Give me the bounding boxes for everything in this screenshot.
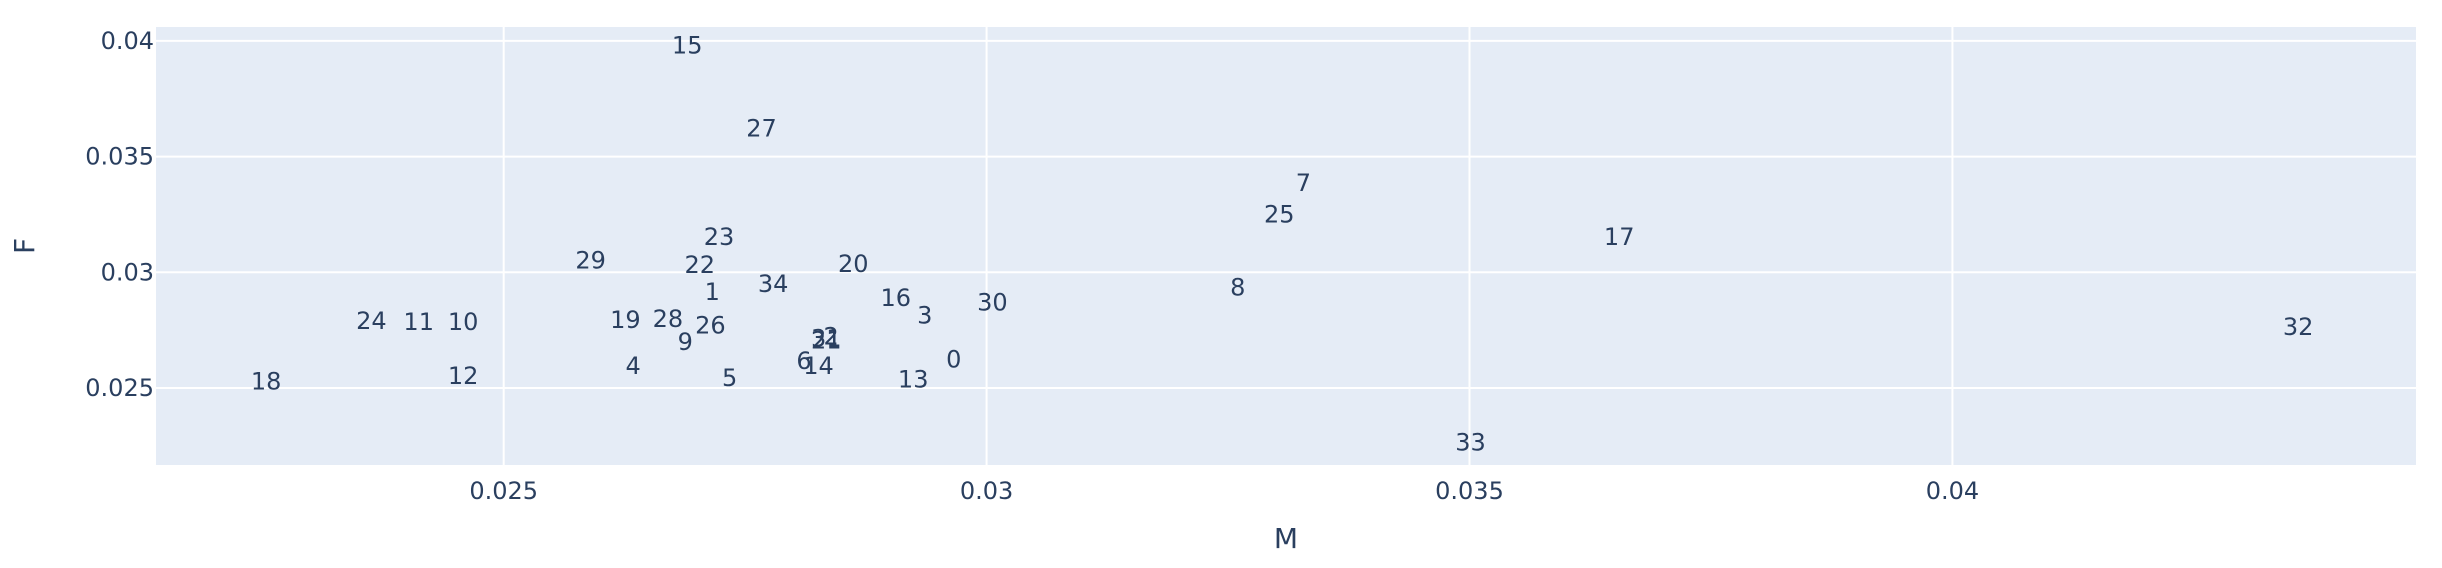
x-axis-title: M: [1274, 522, 1298, 555]
point-label-12: 12: [448, 362, 479, 390]
point-label-30: 30: [977, 289, 1008, 317]
point-label-9: 9: [678, 328, 693, 356]
point-label-29: 29: [575, 246, 606, 274]
point-label-26: 26: [695, 312, 726, 340]
point-label-14: 14: [803, 352, 834, 380]
point-label-17: 17: [1604, 223, 1635, 251]
point-label-34: 34: [758, 270, 789, 298]
y-tick-label: 0.03: [101, 258, 154, 286]
point-label-3: 3: [917, 302, 932, 330]
point-label-7: 7: [1296, 169, 1311, 197]
x-tick-label: 0.03: [960, 477, 1013, 505]
point-label-27: 27: [746, 115, 777, 143]
point-label-13: 13: [898, 366, 929, 394]
point-label-28: 28: [653, 305, 684, 333]
y-tick-label: 0.025: [85, 374, 154, 402]
point-label-10: 10: [448, 308, 479, 336]
point-label-18: 18: [251, 368, 282, 396]
point-label-21: 21: [811, 327, 842, 355]
point-label-32: 32: [2283, 313, 2314, 341]
point-label-0: 0: [946, 346, 961, 374]
point-label-24: 24: [356, 307, 387, 335]
point-label-6: 6: [796, 347, 811, 375]
x-tick-label: 0.025: [469, 477, 538, 505]
point-label-1: 1: [705, 278, 720, 306]
point-label-11: 11: [403, 308, 434, 336]
point-label-15: 15: [672, 32, 703, 60]
point-label-19: 19: [610, 306, 641, 334]
point-label-25: 25: [1264, 201, 1295, 229]
point-label-31: 31: [811, 325, 842, 353]
x-tick-label: 0.04: [1926, 477, 1979, 505]
y-tick-label: 0.04: [101, 27, 154, 55]
y-axis-ticks: 0.025 0.03 0.035 0.04: [85, 27, 154, 402]
y-axis-title: F: [8, 238, 41, 254]
point-label-2: 2: [823, 322, 838, 350]
x-axis-ticks: 0.025 0.03 0.035 0.04: [469, 477, 1979, 505]
x-tick-label: 0.035: [1435, 477, 1504, 505]
point-label-23: 23: [704, 223, 735, 251]
point-label-22: 22: [684, 251, 715, 279]
plot-background: [156, 27, 2416, 465]
point-label-4: 4: [625, 352, 640, 380]
y-tick-label: 0.035: [85, 143, 154, 171]
point-label-20: 20: [838, 250, 869, 278]
grid-lines: [156, 27, 2416, 465]
point-label-33: 33: [1455, 429, 1486, 457]
point-label-8: 8: [1230, 273, 1245, 301]
point-label-5: 5: [722, 364, 737, 392]
point-label-16: 16: [881, 284, 912, 312]
